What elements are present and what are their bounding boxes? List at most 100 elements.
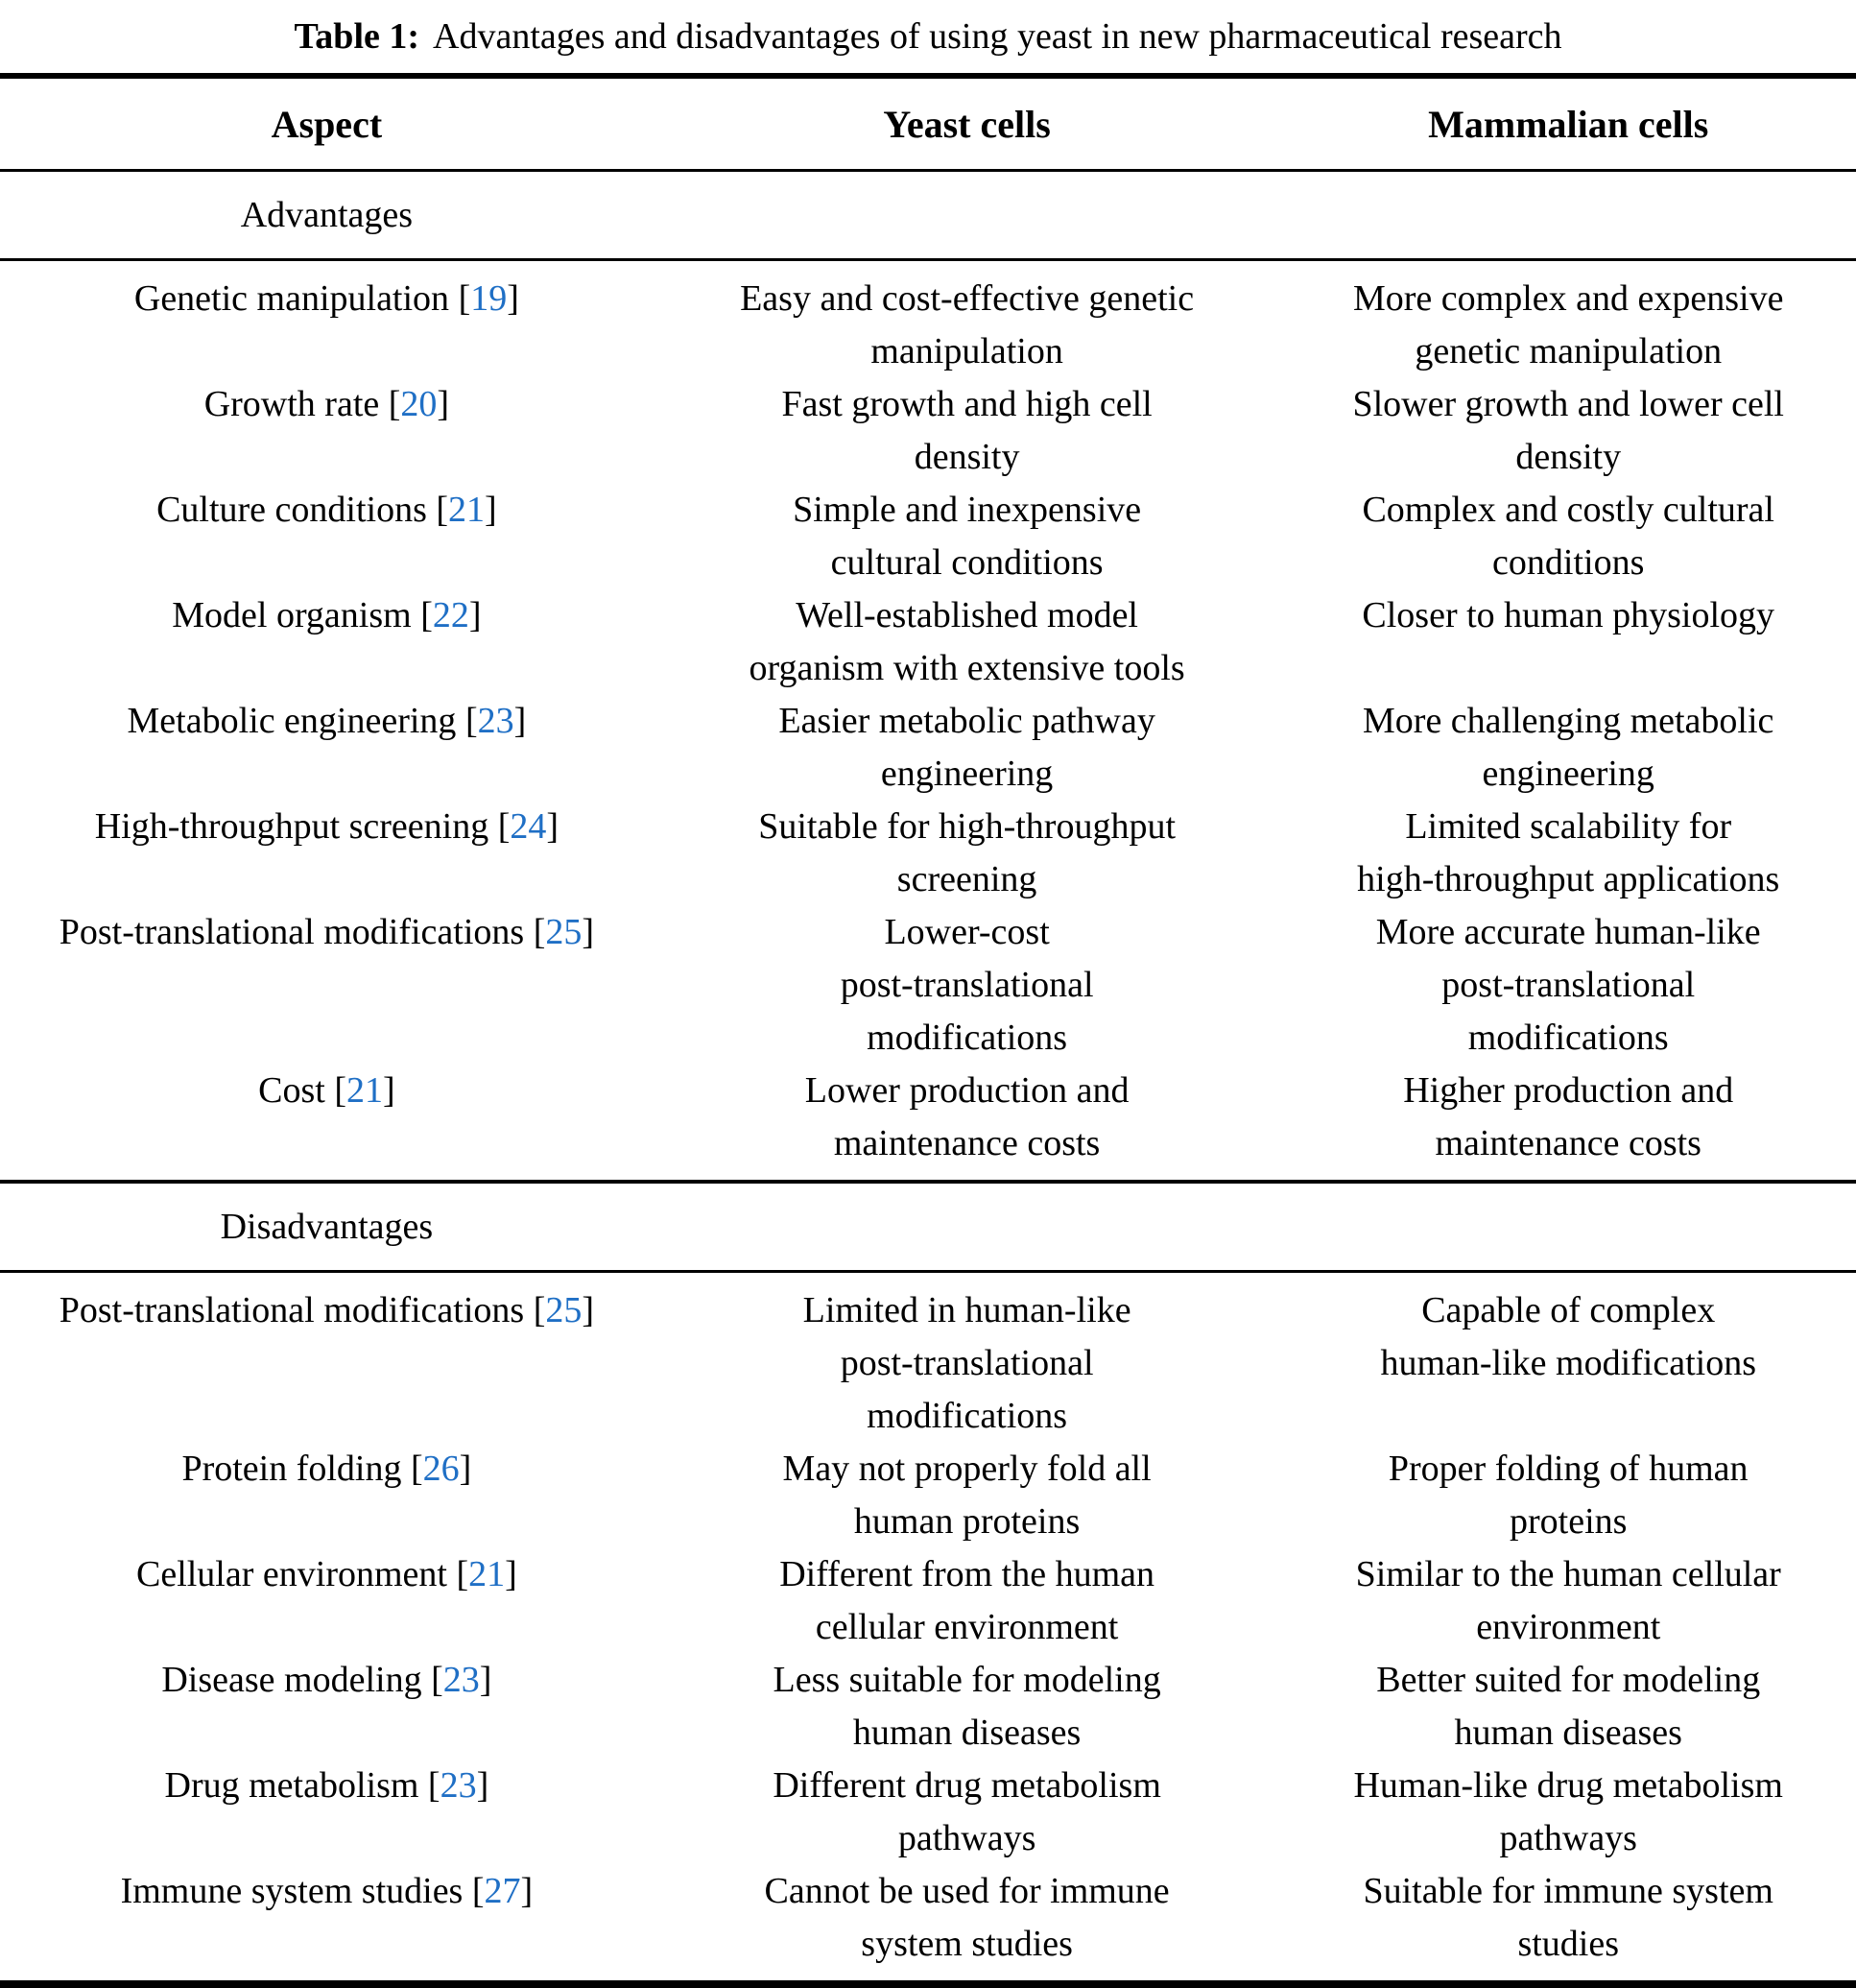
citation-bracket-open: [ (418, 1765, 440, 1806)
section-end-rule (0, 1180, 1856, 1184)
citation-bracket-close: ] (479, 1660, 492, 1700)
citation-bracket-close: ] (582, 1290, 594, 1330)
aspect-cell: Growth rate [20] (0, 378, 654, 431)
table-row: Growth rate [20] Fast growth and high ce… (0, 378, 1856, 484)
citation-link[interactable]: 21 (448, 490, 486, 530)
table-row: Post-translational modifications [25] Lo… (0, 906, 1856, 1065)
citation-bracket-open: [ (379, 384, 401, 424)
citation-link[interactable]: 24 (510, 806, 547, 847)
yeast-cell: Easy and cost-effective genetic manipula… (740, 278, 1195, 371)
citation-link[interactable]: 23 (477, 701, 514, 741)
yeast-cell: Fast growth and high cell density (781, 384, 1153, 477)
citation-bracket-close: ] (507, 278, 519, 319)
yeast-cell: Lower-cost post-translational modificati… (840, 912, 1094, 1058)
aspect-label: Metabolic engineering (127, 701, 457, 741)
yeast-cell: Limited in human-like post-translational… (802, 1290, 1131, 1436)
yeast-cell: Easier metabolic pathway engineering (778, 701, 1155, 794)
aspect-label: Post-translational modifications (59, 1290, 525, 1330)
aspect-cell: Model organism [22] (0, 589, 654, 642)
table-section: Advantages Genetic manipulation [19] Eas… (0, 172, 1856, 1184)
citation-link[interactable]: 20 (400, 384, 438, 424)
aspect-label: High-throughput screening (94, 806, 489, 847)
section-title: Disadvantages (220, 1207, 434, 1247)
citation-link[interactable]: 26 (422, 1449, 460, 1489)
citation-bracket-open: [ (524, 912, 546, 952)
aspect-label: Protein folding (181, 1449, 402, 1489)
citation-bracket-close: ] (513, 701, 527, 741)
aspect-cell: High-throughput screening [24] (0, 801, 654, 853)
citation-bracket-open: [ (449, 278, 471, 319)
section-rule-below-title (0, 1270, 1856, 1273)
table-rule-below-header (0, 169, 1856, 172)
citation-link[interactable]: 25 (545, 912, 583, 952)
aspect-cell: Culture conditions [21] (0, 484, 654, 537)
aspect-label: Drug metabolism (164, 1765, 419, 1806)
mammalian-cell: Limited scalability for high-throughput … (1357, 806, 1780, 899)
citation-link[interactable]: 23 (440, 1765, 477, 1806)
section-end-rule (0, 1980, 1856, 1988)
table-header-row: Aspect Yeast cells Mammalian cells (0, 79, 1856, 169)
table-row: Post-translational modifications [25] Li… (0, 1284, 1856, 1443)
column-header-aspect: Aspect (271, 102, 383, 146)
aspect-label: Genetic manipulation (133, 278, 450, 319)
aspect-cell: Cost [21] (0, 1065, 654, 1117)
aspect-cell: Cellular environment [21] (0, 1548, 654, 1601)
table-row: Disease modeling [23] Less suitable for … (0, 1654, 1856, 1760)
citation-bracket-close: ] (505, 1554, 517, 1594)
citation-link[interactable]: 21 (468, 1554, 506, 1594)
aspect-label: Cost (258, 1070, 325, 1111)
table-caption-label: Table 1: (294, 16, 420, 57)
mammalian-cell: Capable of complex human-like modificati… (1380, 1290, 1756, 1383)
citation-bracket-close: ] (546, 806, 559, 847)
citation-bracket-close: ] (468, 595, 482, 635)
yeast-cell: May not properly fold all human proteins (782, 1449, 1152, 1542)
yeast-cell: Less suitable for modeling human disease… (773, 1660, 1161, 1753)
citation-bracket-open: [ (456, 701, 478, 741)
section-rows: Post-translational modifications [25] Li… (0, 1273, 1856, 1980)
table-row: High-throughput screening [24] Suitable … (0, 801, 1856, 906)
mammalian-cell: More complex and expensive genetic manip… (1352, 278, 1784, 371)
citation-link[interactable]: 23 (442, 1660, 480, 1700)
section-rule-below-title (0, 258, 1856, 261)
section-header-row: Disadvantages (0, 1184, 1856, 1270)
yeast-cell: Suitable for high-throughput screening (758, 806, 1177, 899)
citation-link[interactable]: 27 (484, 1871, 521, 1911)
section-rows: Genetic manipulation [19] Easy and cost-… (0, 261, 1856, 1180)
citation-bracket-open: [ (446, 1554, 469, 1594)
section-title: Advantages (240, 195, 414, 235)
citation-bracket-open: [ (401, 1449, 423, 1489)
yeast-cell: Cannot be used for immune system studies (764, 1871, 1170, 1964)
aspect-label: Model organism (172, 595, 412, 635)
table-body: Advantages Genetic manipulation [19] Eas… (0, 172, 1856, 1988)
aspect-cell: Protein folding [26] (0, 1443, 654, 1496)
citation-bracket-open: [ (324, 1070, 346, 1111)
mammalian-cell: Similar to the human cellular environmen… (1355, 1554, 1781, 1647)
mammalian-cell: Suitable for immune system studies (1363, 1871, 1773, 1964)
citation-bracket-open: [ (463, 1871, 485, 1911)
yeast-cell: Simple and inexpensive cultural conditio… (793, 490, 1142, 583)
yeast-cell: Different from the human cellular enviro… (779, 1554, 1154, 1647)
yeast-cell: Lower production and maintenance costs (804, 1070, 1130, 1163)
column-header-yeast-cells: Yeast cells (883, 102, 1051, 146)
citation-link[interactable]: 25 (545, 1290, 583, 1330)
yeast-cell: Well-established model organism with ext… (749, 595, 1185, 688)
citation-bracket-open: [ (421, 1660, 443, 1700)
citation-link[interactable]: 22 (432, 595, 469, 635)
table-caption: Table 1: Advantages and disadvantages of … (0, 0, 1856, 73)
mammalian-cell: Proper folding of human proteins (1388, 1449, 1749, 1542)
citation-bracket-open: [ (426, 490, 449, 530)
aspect-cell: Disease modeling [23] (0, 1654, 654, 1707)
table-row: Culture conditions [21] Simple and inexp… (0, 484, 1856, 589)
column-header-mammalian-cells: Mammalian cells (1428, 102, 1709, 146)
mammalian-cell: Higher production and maintenance costs (1403, 1070, 1734, 1163)
mammalian-cell: More challenging metabolic engineering (1363, 701, 1774, 794)
yeast-cell: Different drug metabolism pathways (773, 1765, 1161, 1858)
table-row: Cellular environment [21] Different from… (0, 1548, 1856, 1654)
citation-link[interactable]: 19 (470, 278, 508, 319)
table-rule-top (0, 73, 1856, 79)
citation-bracket-open: [ (524, 1290, 546, 1330)
citation-link[interactable]: 21 (345, 1070, 383, 1111)
citation-bracket-close: ] (437, 384, 450, 424)
citation-bracket-close: ] (582, 912, 594, 952)
